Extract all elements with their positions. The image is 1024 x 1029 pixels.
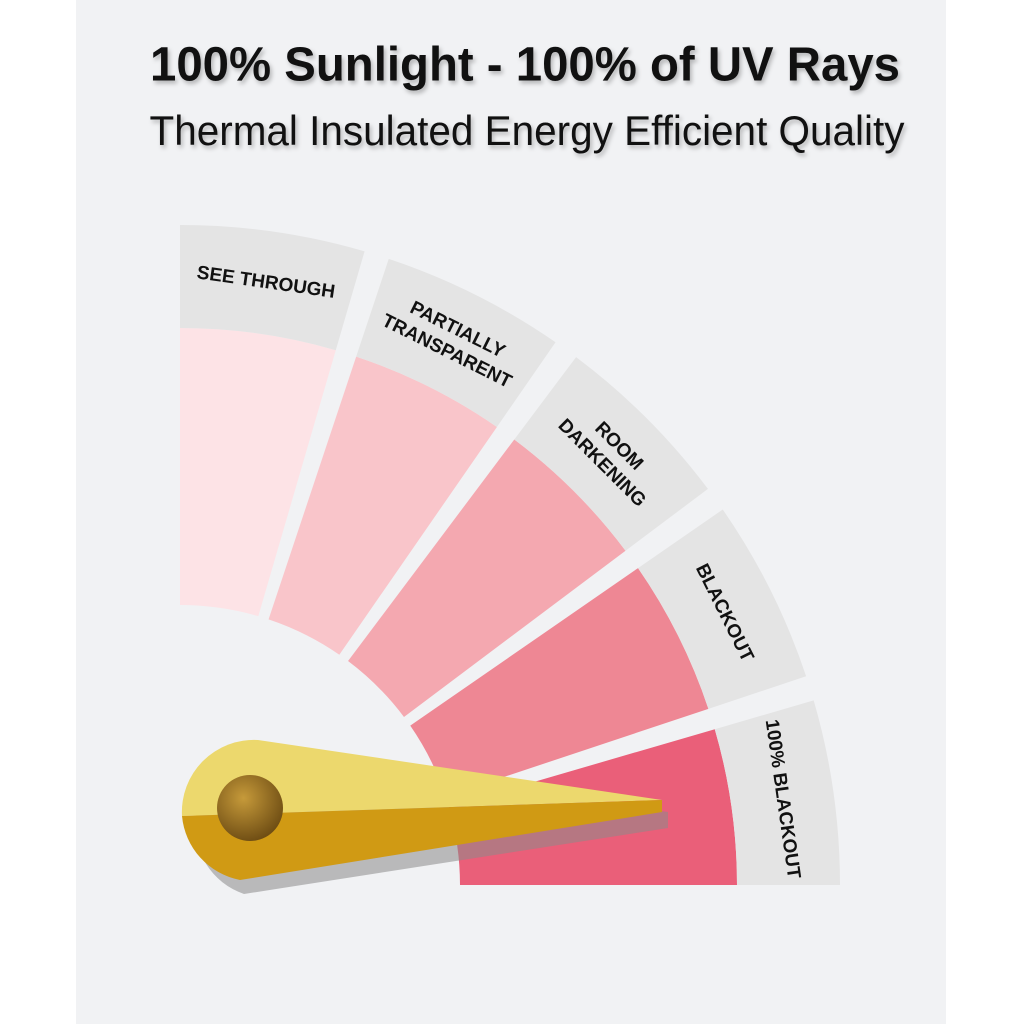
segment-label-band (514, 357, 708, 551)
subtitle: Thermal Insulated Energy Efficient Quali… (150, 107, 905, 154)
title: 100% Sunlight - 100% of UV Rays (150, 39, 900, 92)
needle-bottom (182, 800, 662, 880)
segment-color (410, 568, 709, 797)
segment-color (180, 328, 336, 617)
segment-color (348, 439, 626, 717)
needle-pivot (217, 775, 283, 841)
segment-label-band (714, 700, 840, 885)
segment-label-band (356, 258, 556, 427)
segment-label-band (638, 509, 807, 709)
needle (181, 739, 668, 894)
segment-label-band (180, 225, 365, 351)
segment-color (268, 356, 497, 655)
needle-top (181, 739, 662, 816)
